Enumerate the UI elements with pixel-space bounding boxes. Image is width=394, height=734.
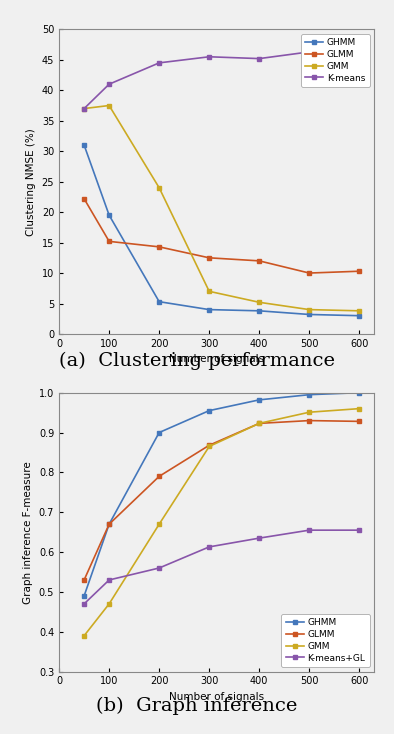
GLMM [257,256,262,265]
GMM [107,101,112,110]
Line: K-means+GL: K-means+GL [82,528,362,606]
Y-axis label: Clustering NMSE (%): Clustering NMSE (%) [26,128,36,236]
GHMM [257,396,262,404]
Y-axis label: Graph inference F-measure: Graph inference F-measure [23,461,33,603]
GHMM [107,520,112,528]
K-means [157,59,162,68]
GHMM [307,390,312,399]
GHMM [82,592,86,600]
GMM [357,306,362,315]
K-means [307,48,312,57]
X-axis label: Number of signals: Number of signals [169,692,264,702]
K-means [82,104,86,113]
GHMM [157,297,162,306]
Legend: GHMM, GLMM, GMM, K-means+GL: GHMM, GLMM, GMM, K-means+GL [281,614,370,667]
GHMM [257,306,262,315]
GMM [82,104,86,113]
Text: (a)  Clustering performance: (a) Clustering performance [59,352,335,370]
Line: GHMM: GHMM [82,142,362,318]
GLMM [307,269,312,277]
Text: (b)  Graph inference: (b) Graph inference [96,697,298,715]
GLMM [157,242,162,251]
GHMM [357,311,362,320]
K-means+GL [207,542,212,551]
Line: GHMM: GHMM [82,390,362,598]
Legend: GHMM, GLMM, GMM, K-means: GHMM, GLMM, GMM, K-means [301,34,370,87]
GLMM [207,253,212,262]
GLMM [357,417,362,426]
Line: GMM: GMM [82,406,362,638]
GLMM [357,267,362,276]
GMM [157,184,162,192]
GMM [257,419,262,428]
GHMM [357,388,362,397]
Line: K-means: K-means [82,46,362,111]
GHMM [207,305,212,314]
Line: GLMM: GLMM [82,418,362,582]
X-axis label: Number of signals: Number of signals [169,355,264,364]
K-means+GL [257,534,262,542]
GMM [207,287,212,296]
GLMM [82,195,86,203]
GLMM [107,237,112,246]
GMM [257,298,262,307]
K-means [107,80,112,89]
GHMM [157,428,162,437]
GMM [307,408,312,417]
Line: GLMM: GLMM [82,196,362,275]
GLMM [257,419,262,428]
GMM [357,404,362,413]
K-means+GL [82,600,86,608]
K-means+GL [157,564,162,573]
GHMM [307,310,312,319]
K-means [357,45,362,54]
K-means [207,52,212,61]
GMM [82,631,86,640]
K-means [257,54,262,63]
GLMM [107,520,112,528]
GLMM [207,441,212,450]
GMM [307,305,312,314]
GHMM [207,406,212,415]
GLMM [157,472,162,481]
K-means+GL [307,526,312,534]
Line: GMM: GMM [82,103,362,313]
GMM [157,520,162,528]
GLMM [307,416,312,425]
GLMM [82,575,86,584]
GHMM [107,211,112,219]
GMM [207,442,212,451]
K-means+GL [107,575,112,584]
GHMM [82,141,86,150]
GMM [107,600,112,608]
K-means+GL [357,526,362,534]
